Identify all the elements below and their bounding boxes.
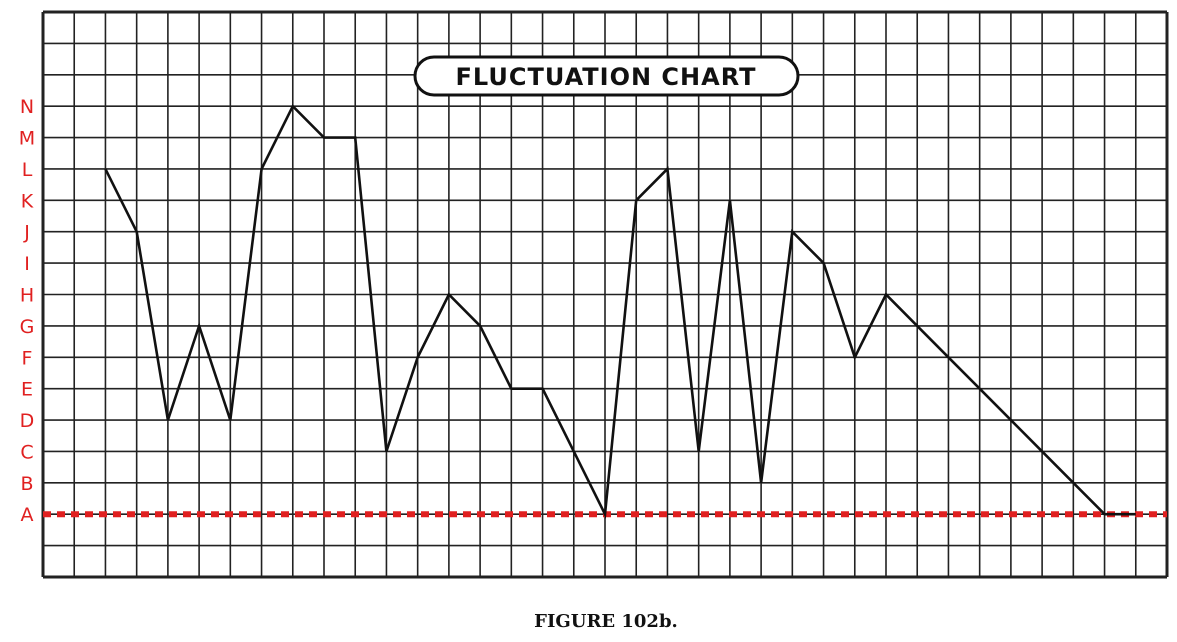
y-tick-label-d: D bbox=[20, 410, 35, 432]
y-tick-label-l: L bbox=[22, 159, 33, 181]
series-line-group bbox=[104, 103, 1136, 519]
y-tick-label-c: C bbox=[20, 441, 33, 463]
series-line bbox=[104, 103, 1136, 519]
y-tick-label-m: M bbox=[19, 128, 35, 150]
y-tick-label-a: A bbox=[21, 504, 34, 526]
chart-title: FLUCTUATION CHART bbox=[456, 63, 757, 91]
y-tick-label-k: K bbox=[21, 190, 34, 212]
figure-caption: FIGURE 102b. bbox=[534, 611, 678, 632]
y-tick-label-b: B bbox=[20, 473, 33, 495]
y-tick-label-h: H bbox=[20, 285, 34, 307]
y-tick-label-f: F bbox=[22, 347, 33, 369]
title-frame bbox=[413, 55, 800, 97]
y-tick-label-j: J bbox=[23, 222, 30, 244]
chart-title-box: FLUCTUATION CHART bbox=[413, 55, 800, 97]
y-tick-label-n: N bbox=[20, 96, 34, 118]
y-tick-label-e: E bbox=[21, 379, 33, 401]
y-tick-label-i: I bbox=[24, 253, 30, 275]
chart-grid bbox=[41, 10, 1169, 579]
y-tick-label-g: G bbox=[20, 316, 35, 338]
